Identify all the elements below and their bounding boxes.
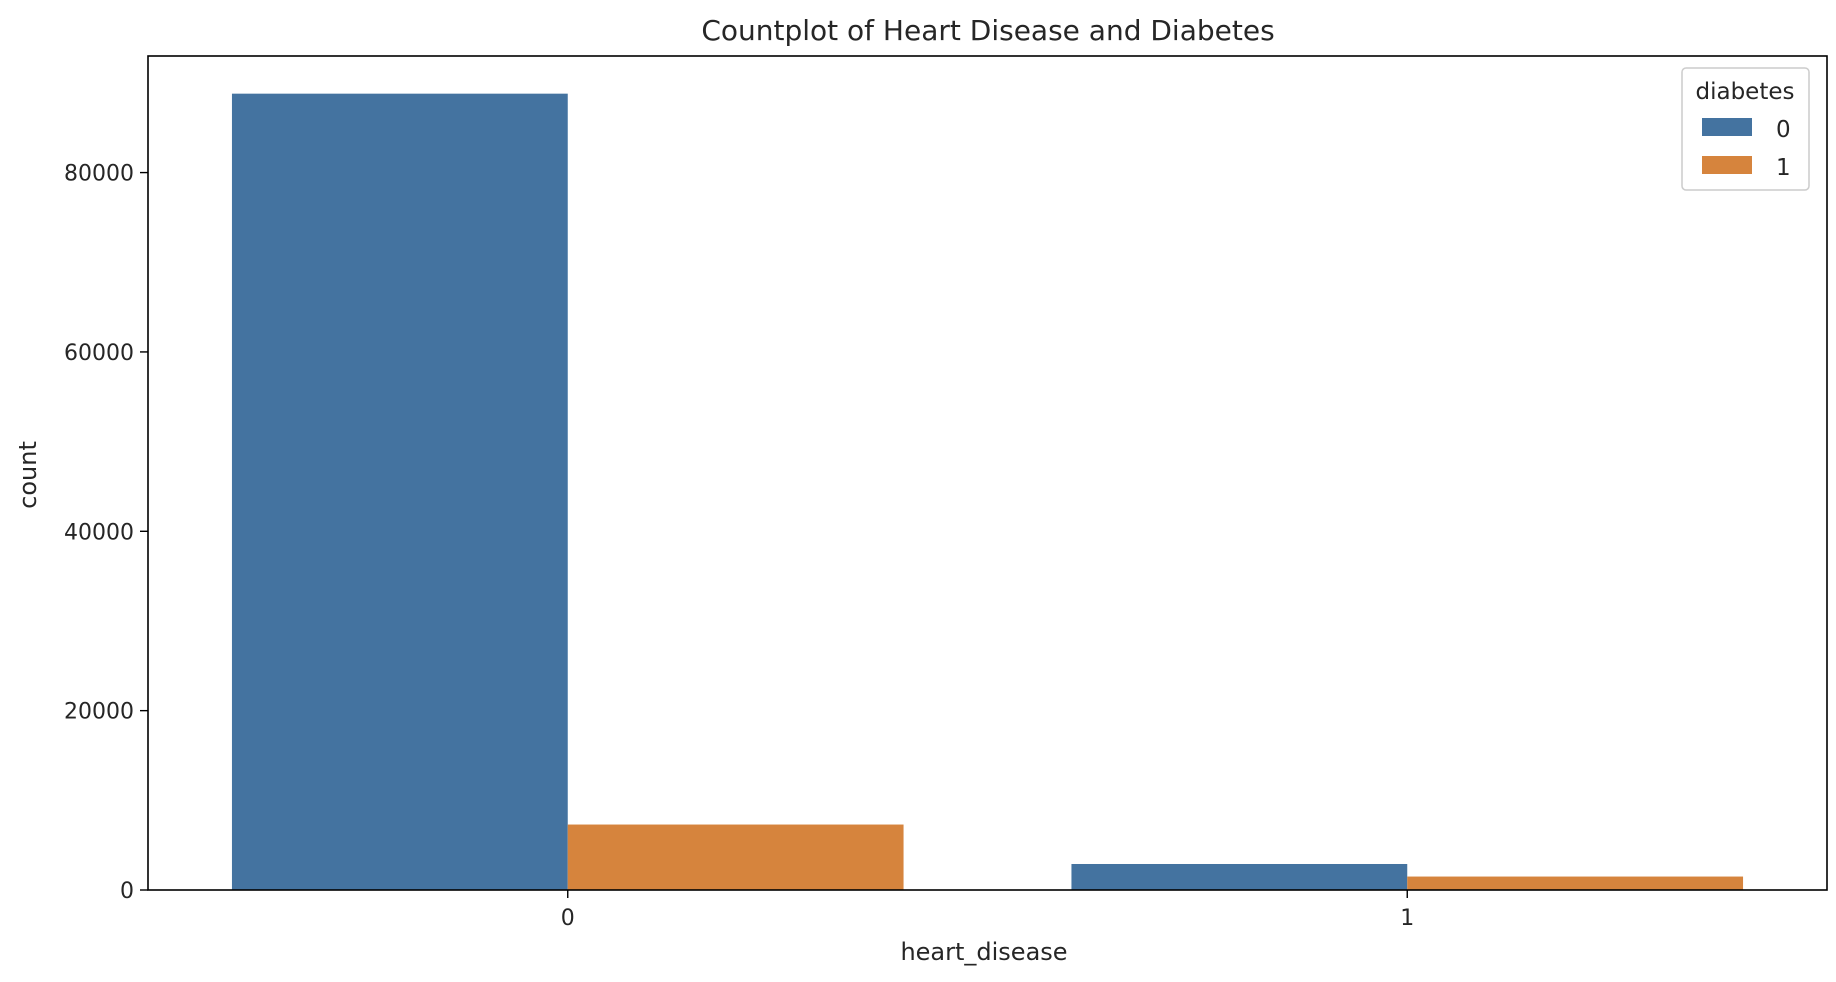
bar-heart-disease-1-diabetes-0 <box>1071 863 1408 890</box>
y-axis-ticks: 0 20000 40000 60000 80000 <box>64 162 148 904</box>
y-tick-label-60000: 60000 <box>64 341 134 366</box>
legend-label-series-0: 0 <box>1776 117 1791 143</box>
chart-title: Countplot of Heart Disease and Diabetes <box>701 14 1274 47</box>
x-axis-label: heart_disease <box>900 938 1067 966</box>
y-tick-label-80000: 80000 <box>64 162 134 187</box>
bars-group <box>231 93 1744 891</box>
legend-label-series-1: 1 <box>1776 155 1791 181</box>
x-tick-label-0: 0 <box>561 906 575 931</box>
y-tick-label-40000: 40000 <box>64 520 134 545</box>
x-tick-label-1: 1 <box>1400 906 1414 931</box>
legend-swatch-series-1 <box>1702 156 1752 174</box>
y-tick-label-20000: 20000 <box>64 700 134 725</box>
y-tick-label-0: 0 <box>120 879 134 904</box>
bar-heart-disease-0-diabetes-0 <box>231 93 568 891</box>
legend-swatch-series-0 <box>1702 118 1752 136</box>
legend-title: diabetes <box>1696 79 1795 105</box>
y-axis-label: count <box>14 441 42 509</box>
legend: diabetes 0 1 <box>1681 67 1810 191</box>
bar-heart-disease-0-diabetes-1 <box>567 824 904 890</box>
plot-frame <box>147 55 1828 891</box>
bar-heart-disease-1-diabetes-1 <box>1407 876 1744 890</box>
